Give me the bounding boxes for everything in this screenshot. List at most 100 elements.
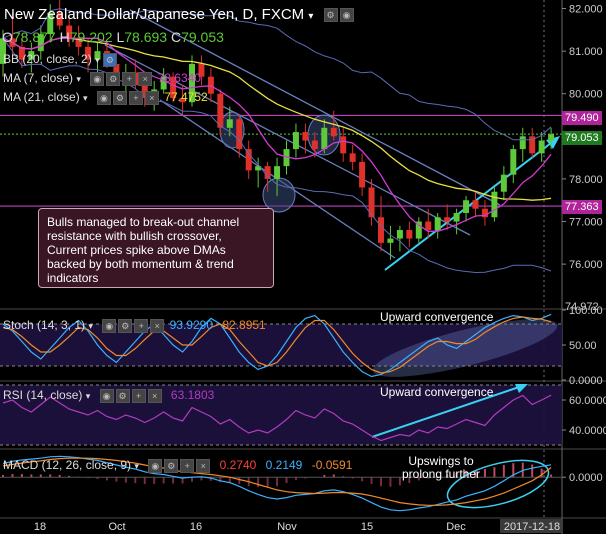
plus-icon[interactable]: + (122, 71, 137, 86)
rsi-legend[interactable]: RSI (14, close) ▾ ◉ ⚙ + × 63.1803 (3, 388, 214, 403)
candle (491, 187, 498, 222)
candle (274, 157, 281, 196)
candle-body (274, 166, 281, 179)
settings-icon[interactable]: ⚙ (106, 71, 121, 86)
osc-axis-label: 100.00 (569, 305, 603, 317)
analysis-annotation: Bulls managed to break-out channel resis… (38, 208, 274, 288)
candle (37, 25, 44, 60)
rsi-label: RSI (14, close) (3, 388, 83, 402)
close-icon[interactable]: × (147, 388, 162, 403)
settings-icon[interactable]: ⚙ (115, 388, 130, 403)
close-icon[interactable]: × (196, 458, 211, 473)
candle-body (519, 136, 526, 150)
channel-middle-line (104, 44, 471, 236)
candle (75, 25, 82, 56)
candle-body (198, 63, 205, 77)
candle-body (37, 34, 44, 52)
settings-icon[interactable]: ⚙ (118, 318, 133, 333)
eye-icon[interactable]: ◉ (102, 318, 117, 333)
price-axis-label: 82.000 (569, 4, 603, 16)
candle (415, 217, 422, 243)
chart-title[interactable]: New Zealand Dollar/Japanese Yen, D, FXCM… (4, 6, 356, 23)
candle-body (311, 140, 318, 150)
eye-icon[interactable]: ◉ (99, 388, 114, 403)
stoch-legend[interactable]: Stoch (14, 3, 1) ▾ ◉ ⚙ + × 93.9290 82.8951 (3, 318, 266, 333)
candle (94, 42, 101, 73)
candle-body (434, 217, 441, 231)
ma7-value: 78.6340 (157, 71, 201, 85)
chevron-down-icon[interactable]: ▾ (76, 74, 81, 84)
plus-icon[interactable]: + (180, 458, 195, 473)
chevron-down-icon[interactable]: ▾ (134, 461, 139, 471)
ma21-value: 77.4752 (164, 90, 208, 104)
settings-icon[interactable]: ⚙ (164, 458, 179, 473)
candle (406, 221, 413, 248)
candle-body (472, 200, 479, 209)
chevron-down-icon[interactable]: ▾ (85, 391, 91, 401)
price-axis-label: 81.000 (569, 46, 603, 58)
eye-icon[interactable]: ◉ (96, 90, 111, 105)
macd-label: MACD (12, 26, close, 9) (3, 458, 132, 472)
ma7-line (2, 37, 552, 232)
candle (311, 132, 318, 158)
rsi-band (0, 385, 562, 445)
candle-body (85, 46, 92, 60)
candle-body (349, 153, 356, 162)
chevron-down-icon[interactable]: ▾ (83, 93, 88, 103)
channel-upper-line (129, 9, 501, 206)
plus-icon[interactable]: + (128, 90, 143, 105)
candle (453, 208, 460, 235)
macd-value-2: 0.2149 (265, 458, 303, 472)
indicator-bb[interactable]: BB (20, close, 2) ▾ ⚙ (3, 52, 119, 67)
chevron-down-icon[interactable]: ▾ (88, 321, 93, 331)
candle (0, 29, 6, 77)
macd-highlight-ellipse (446, 459, 550, 509)
candle-body (359, 161, 366, 188)
rsi-value: 63.1803 (170, 388, 215, 402)
candle-body (141, 85, 148, 98)
ma7-label: MA (7, close) (3, 71, 74, 85)
close-icon[interactable]: × (150, 318, 165, 333)
settings-icon[interactable]: ⚙ (102, 52, 117, 67)
settings-icon[interactable]: ⚙ (323, 8, 338, 23)
open-value: 78.877 (12, 29, 56, 45)
candle (292, 123, 299, 158)
chevron-down-icon[interactable]: ▾ (308, 11, 314, 22)
eye-icon[interactable]: ◉ (90, 71, 105, 86)
time-axis-label: 16 (190, 521, 202, 533)
candle-body (18, 46, 25, 60)
plus-icon[interactable]: + (134, 318, 149, 333)
indicator-ma21[interactable]: MA (21, close) ▾ ◉ ⚙ + × 77.4752 (3, 90, 208, 105)
macd-legend[interactable]: MACD (12, 26, close, 9) ▾ ◉ ⚙ + × 0.2740 0.… (3, 458, 352, 473)
osc-axis-label: 0.0000 (569, 375, 603, 387)
candle (330, 110, 337, 141)
date-cursor-box (500, 519, 563, 533)
candle (236, 115, 243, 158)
candle (321, 119, 328, 154)
eye-icon[interactable]: ◉ (339, 8, 354, 23)
candle (472, 191, 479, 218)
candle (349, 144, 356, 171)
price-axis-label: 77.000 (569, 217, 603, 229)
price-axis-label: 80.000 (569, 89, 603, 101)
candle-body (75, 38, 82, 47)
close-icon[interactable]: × (138, 71, 153, 86)
stoch-note: Upward convergence (380, 310, 494, 324)
plus-icon[interactable]: + (131, 388, 146, 403)
time-axis-label: Dec (446, 521, 466, 533)
eye-icon[interactable]: ◉ (148, 458, 163, 473)
macd-value-3: -0.0591 (311, 458, 353, 472)
settings-icon[interactable]: ⚙ (112, 90, 127, 105)
candle (548, 127, 555, 150)
bb-label: BB (20, close, 2) (3, 52, 92, 66)
candle (85, 38, 92, 73)
indicator-ma7[interactable]: MA (7, close) ▾ ◉ ⚙ + × 78.6340 (3, 71, 201, 86)
close-icon[interactable]: × (144, 90, 159, 105)
chevron-down-icon[interactable]: ▾ (95, 55, 100, 65)
candle-body (368, 187, 375, 218)
candle-body (463, 200, 470, 214)
candle (444, 204, 451, 231)
series-line-macd (2, 455, 552, 512)
rsi-note: Upward convergence (380, 385, 494, 399)
